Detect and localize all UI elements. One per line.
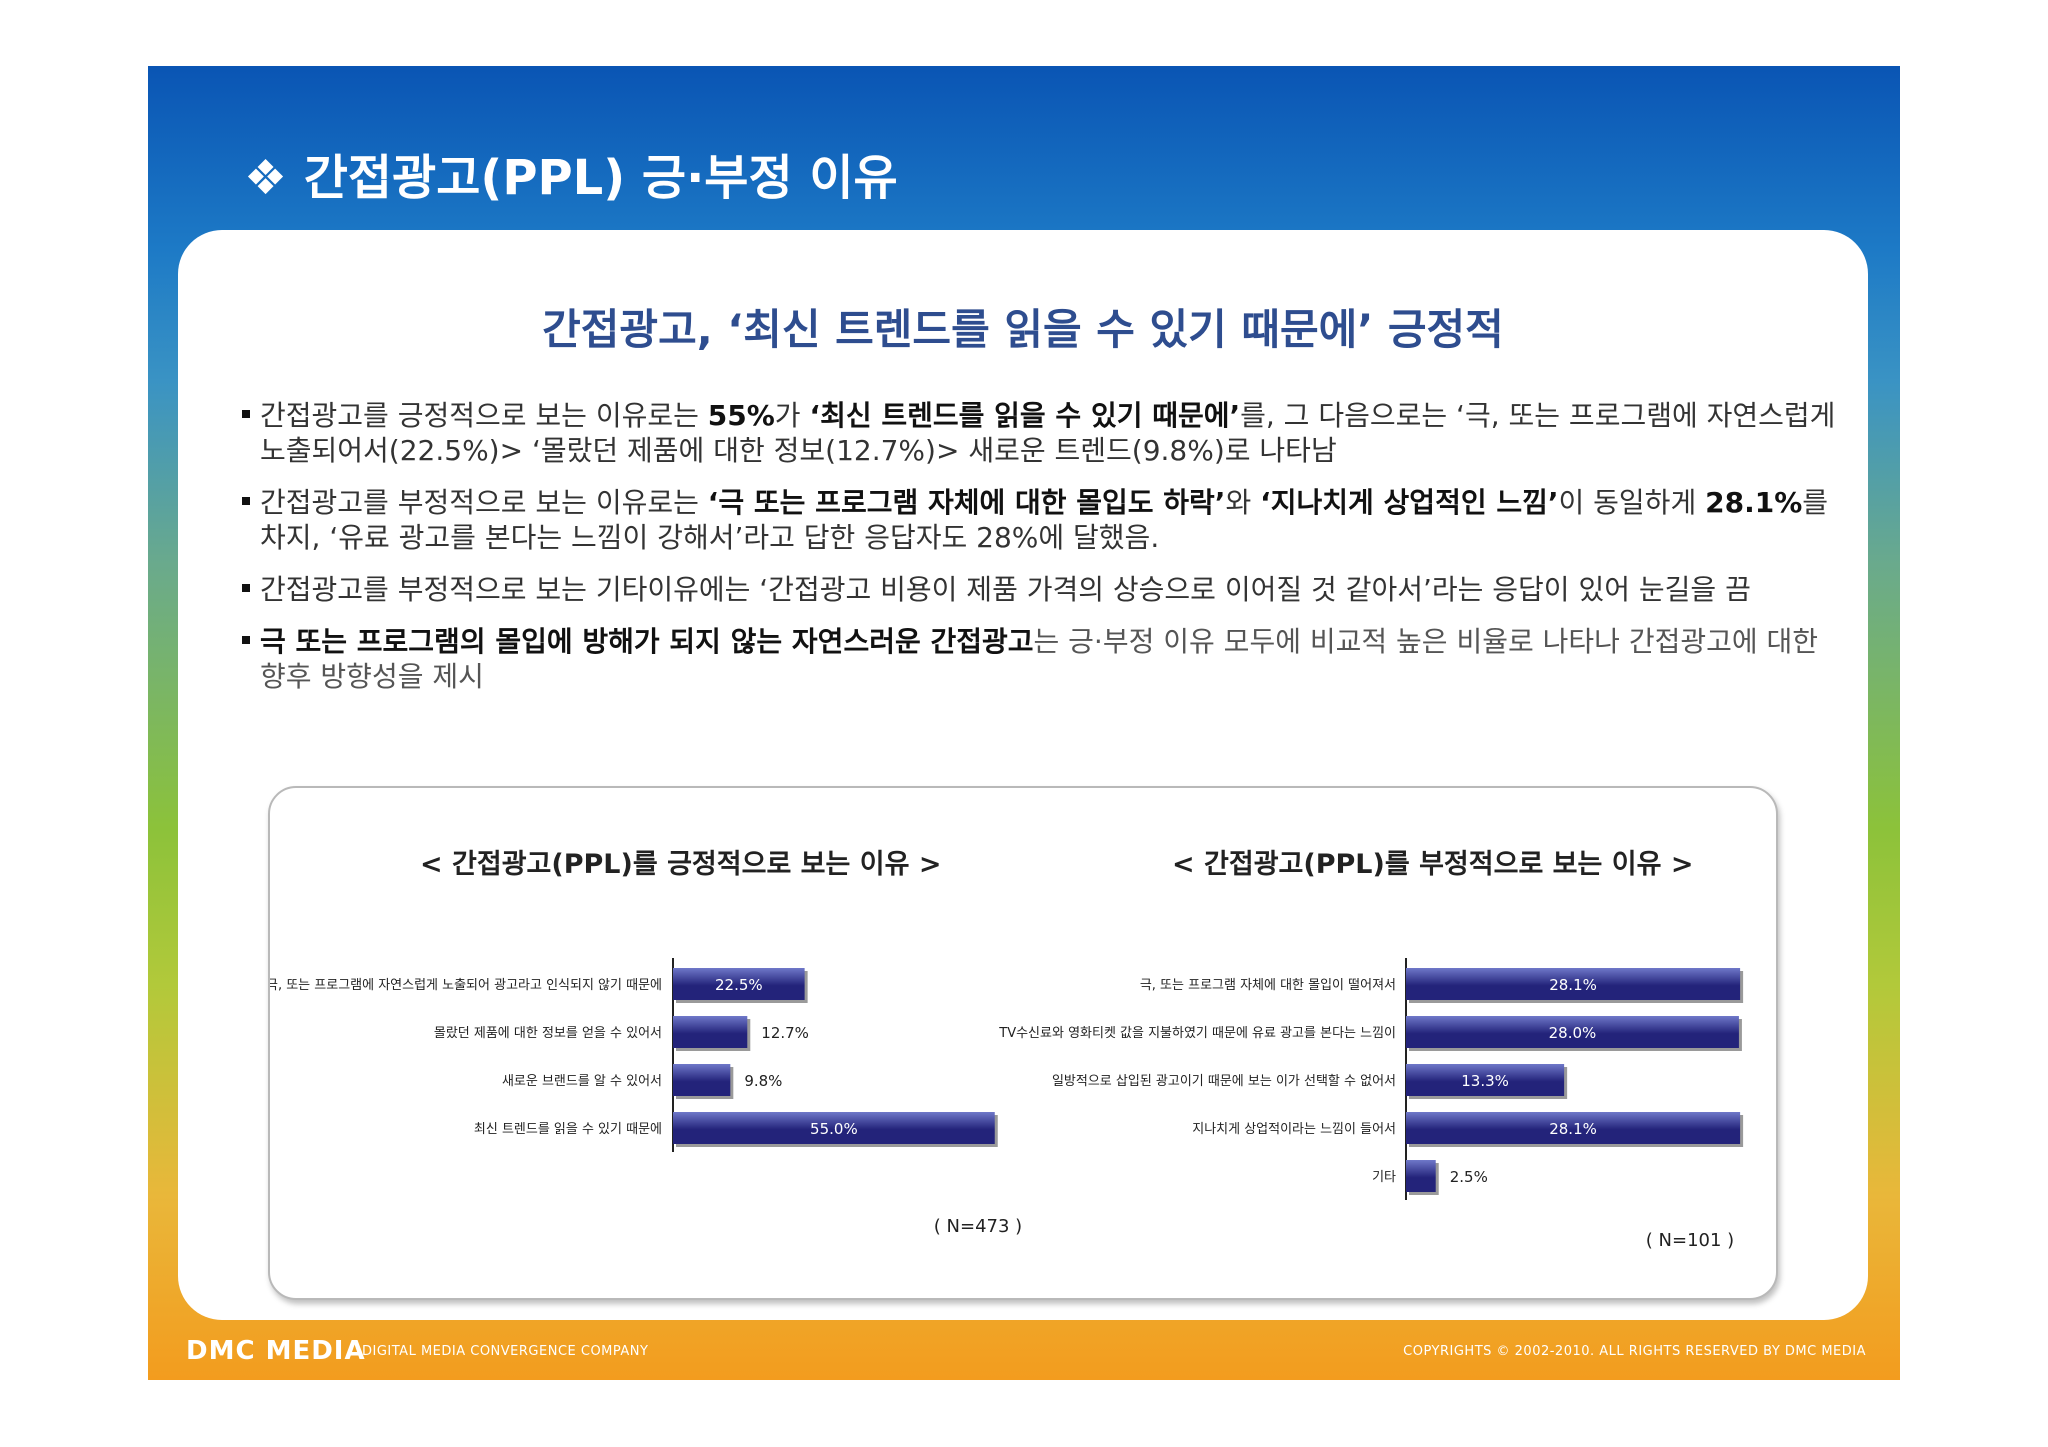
bar-charts: 극, 또는 프로그램에 자연스럽게 노출되어 광고라고 인식되지 않기 때문에 2…	[270, 958, 1744, 1251]
category-label: 몰랐던 제품에 대한 정보를 얻을 수 있어서	[434, 1026, 662, 1041]
bullet-emphasis: 55%	[707, 399, 775, 432]
bar	[673, 1112, 995, 1144]
bullet-list: 간접광고를 긍정적으로 보는 이유로는 55%가 ‘최신 트렌드를 읽을 수 있…	[242, 398, 1842, 711]
bullet-item: 간접광고를 부정적으로 보는 기타이유에는 ‘간접광고 비용이 제품 가격의 상…	[242, 572, 1842, 607]
bullet-item: 간접광고를 부정적으로 보는 이유로는 ‘극 또는 프로그램 자체에 대한 몰입…	[242, 485, 1842, 555]
value-label: 28.1%	[1549, 1120, 1597, 1138]
headline: 간접광고, ‘최신 트렌드를 읽을 수 있기 때문에’ 긍정적	[542, 305, 1504, 354]
bullet-text: 와	[1225, 486, 1261, 519]
bar	[673, 1016, 748, 1048]
bullet-item: 간접광고를 긍정적으로 보는 이유로는 55%가 ‘최신 트렌드를 읽을 수 있…	[242, 398, 1842, 468]
footer-tagline: DIGITAL MEDIA CONVERGENCE COMPANY	[362, 1344, 649, 1359]
footer-logo: DMC MEDIA	[186, 1336, 366, 1366]
category-label: 극, 또는 프로그램에 자연스럽게 노출되어 광고라고 인식되지 않기 때문에	[270, 978, 662, 993]
bullet-square-icon	[242, 584, 250, 592]
sample-size-note: ( N=101 )	[1646, 1230, 1734, 1251]
slide-title: ❖ 간접광고(PPL) 긍·부정 이유	[244, 150, 898, 206]
bullet-square-icon	[242, 636, 250, 644]
value-label: 12.7%	[761, 1024, 809, 1042]
value-label: 9.8%	[744, 1072, 782, 1090]
category-label: 최신 트렌드를 읽을 수 있기 때문에	[474, 1122, 662, 1137]
bar	[1406, 1112, 1741, 1144]
footer-copyright: COPYRIGHTS © 2002-2010. ALL RIGHTS RESER…	[1403, 1344, 1866, 1359]
category-label: 일방적으로 삽입된 광고이기 때문에 보는 이가 선택할 수 없어서	[1052, 1074, 1396, 1089]
value-label: 2.5%	[1450, 1168, 1488, 1186]
bar	[673, 968, 805, 1000]
bullet-text: 간접광고를 긍정적으로 보는 이유로는	[260, 399, 708, 432]
bullet-text: 는 긍·부정 이유 모두에 비교적 높은 비율로 나타나 간접광고에 대한 향후…	[260, 625, 1819, 693]
category-label: 극, 또는 프로그램 자체에 대한 몰입이 떨어져서	[1140, 978, 1396, 993]
value-label: 55.0%	[810, 1120, 858, 1138]
bullet-emphasis: ‘극 또는 프로그램 자체에 대한 몰입도 하락’	[707, 486, 1226, 519]
bullet-emphasis: 28.1%	[1705, 486, 1803, 519]
bullet-square-icon	[242, 497, 250, 505]
bullet-text: 를, 그 다음으로는 ‘극, 또는 프로그램에 자연스럽게 노출되어서(22.5…	[260, 399, 1836, 467]
bullet-text: 를 차지, ‘유료 광고를 본다는 느낌이 강해서’라고 답한 응답자도 28%…	[260, 486, 1829, 554]
bullet-text: 간접광고를 부정적으로 보는 기타이유에는 ‘간접광고 비용이 제품 가격의 상…	[260, 573, 1751, 606]
bullet-item: 극 또는 프로그램의 몰입에 방해가 되지 않는 자연스러운 간접광고는 긍·부…	[242, 624, 1842, 694]
value-label: 28.0%	[1549, 1024, 1597, 1042]
bullet-emphasis: ‘최신 트렌드를 읽을 수 있기 때문에’	[809, 399, 1241, 432]
bullet-square-icon	[242, 410, 250, 418]
charts-panel: < 간접광고(PPL)를 긍정적으로 보는 이유 > < 간접광고(PPL)를 …	[268, 786, 1778, 1300]
content-card: 간접광고, ‘최신 트렌드를 읽을 수 있기 때문에’ 긍정적 간접광고를 긍정…	[178, 230, 1868, 1320]
category-label: 지나치게 상업적이라는 느낌이 들어서	[1192, 1122, 1396, 1137]
bullet-emphasis: ‘지나치게 상업적인 느낌’	[1260, 486, 1559, 519]
value-label: 28.1%	[1549, 976, 1597, 994]
bullet-text: 가	[774, 399, 810, 432]
category-label: TV수신료와 영화티켓 값을 지불하였기 때문에 유료 광고를 본다는 느낌이	[998, 1026, 1396, 1041]
bar	[1406, 1064, 1565, 1096]
chart-title-negative: < 간접광고(PPL)를 부정적으로 보는 이유 >	[1172, 849, 1694, 880]
value-label: 13.3%	[1461, 1072, 1509, 1090]
chart-title-positive: < 간접광고(PPL)를 긍정적으로 보는 이유 >	[420, 849, 942, 880]
bar	[673, 1064, 731, 1096]
value-label: 22.5%	[715, 976, 763, 994]
bar	[1406, 1160, 1436, 1192]
bar	[1406, 968, 1741, 1000]
category-label: 기타	[1372, 1170, 1396, 1185]
category-label: 새로운 브랜드를 알 수 있어서	[502, 1074, 662, 1089]
bullet-text: 이 동일하게	[1558, 486, 1706, 519]
bullet-emphasis: 극 또는 프로그램의 몰입에 방해가 되지 않는 자연스러운 간접광고	[260, 625, 1034, 658]
slide-frame: ❖ 간접광고(PPL) 긍·부정 이유 간접광고, ‘최신 트렌드를 읽을 수 …	[148, 66, 1900, 1380]
bullet-text: 간접광고를 부정적으로 보는 이유로는	[260, 486, 708, 519]
bar	[1406, 1016, 1739, 1048]
sample-size-note: ( N=473 )	[934, 1216, 1022, 1237]
